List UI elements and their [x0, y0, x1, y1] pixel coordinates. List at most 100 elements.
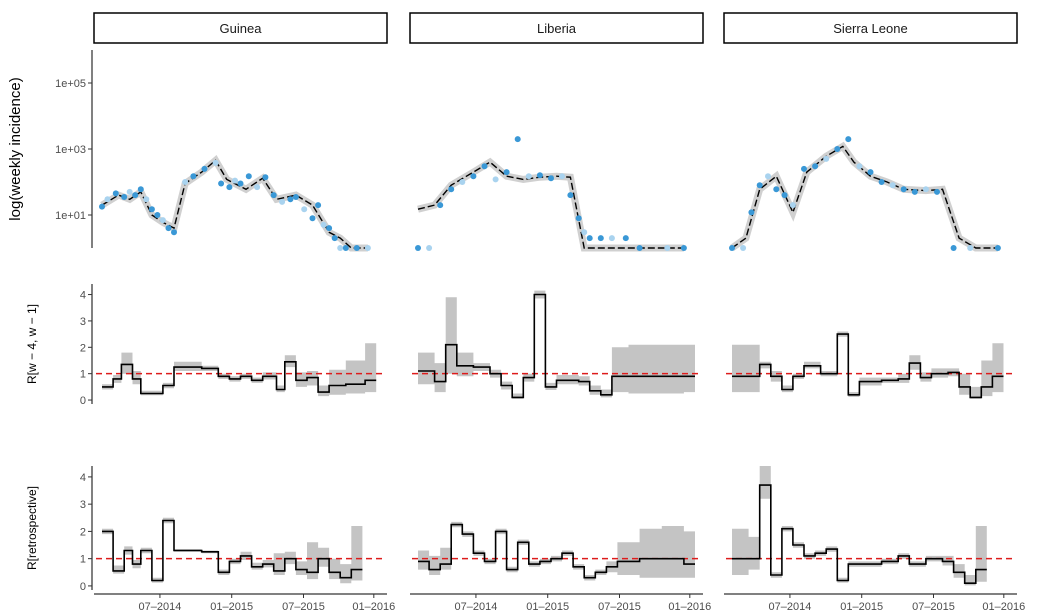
observed-point — [470, 173, 477, 180]
y-tick-label: 2 — [80, 526, 86, 538]
credible-ribbon — [418, 521, 695, 581]
observed-point — [337, 245, 344, 251]
observed-point — [309, 215, 316, 222]
observed-point — [994, 245, 1001, 251]
fit-ribbon — [417, 157, 684, 252]
observed-point — [548, 175, 554, 182]
observed-point — [320, 221, 327, 228]
x-tick-label: 07–2014 — [769, 601, 812, 612]
y-tick-label: 1e+03 — [55, 144, 86, 156]
observed-point — [99, 203, 105, 210]
observed-point — [171, 229, 177, 236]
observed-point — [226, 184, 233, 191]
observed-point — [121, 194, 128, 200]
observed-point — [154, 212, 161, 218]
y-tick-label: 0 — [80, 581, 86, 593]
observed-point — [867, 169, 874, 176]
observed-point — [781, 192, 788, 199]
observed-point — [911, 188, 918, 195]
fit-ribbon — [100, 155, 368, 252]
observed-point — [148, 206, 155, 213]
observed-point — [481, 163, 488, 170]
observed-point — [845, 136, 852, 143]
observed-point — [756, 182, 763, 189]
observed-point — [326, 225, 333, 232]
observed-point — [581, 229, 588, 236]
observed-point — [315, 202, 322, 209]
x-tick-label: 01–2015 — [526, 601, 569, 612]
credible-ribbon — [418, 290, 695, 399]
x-tick-label: 07–2014 — [455, 601, 498, 612]
observed-point — [301, 206, 308, 213]
observed-point — [789, 202, 796, 209]
observed-point — [364, 245, 371, 251]
observed-point — [218, 180, 225, 187]
observed-point — [126, 188, 133, 195]
observed-point — [967, 245, 974, 251]
x-tick-label: 01–2016 — [982, 601, 1025, 612]
observed-point — [492, 176, 499, 183]
observed-point — [922, 186, 929, 193]
observed-point — [254, 184, 261, 191]
step-line — [732, 484, 987, 584]
facet-strip — [409, 12, 704, 44]
observed-point — [950, 245, 957, 251]
y-tick-label: 1 — [80, 369, 86, 381]
observed-point — [143, 196, 150, 203]
observed-point — [823, 155, 830, 162]
y-tick-label: 2 — [80, 342, 86, 354]
y-axis-label: R[w − 4, w − 1] — [25, 304, 39, 384]
observed-point — [934, 188, 940, 195]
observed-point — [415, 245, 421, 251]
observed-point — [437, 202, 444, 209]
x-tick-label: 07–2015 — [598, 601, 641, 612]
step-line — [732, 333, 1004, 399]
x-tick-label: 07–2014 — [139, 601, 182, 612]
observed-point — [608, 235, 615, 242]
observed-point — [237, 180, 244, 187]
observed-point — [834, 146, 841, 152]
facet-strip — [723, 12, 1018, 44]
observed-point — [245, 173, 252, 180]
observed-point — [190, 173, 197, 180]
observed-point — [664, 245, 671, 251]
observed-point — [567, 192, 574, 199]
facet-strip — [93, 12, 388, 44]
x-tick-label: 01–2015 — [210, 601, 253, 612]
y-tick-label: 1 — [80, 554, 86, 566]
fit-line — [417, 161, 684, 249]
observed-point — [765, 173, 771, 180]
observed-point — [182, 179, 189, 185]
observed-point — [459, 179, 466, 185]
observed-point — [801, 165, 807, 172]
credible-ribbon — [102, 517, 363, 584]
step-line — [418, 293, 695, 399]
observed-point — [812, 163, 819, 170]
observed-point — [331, 235, 338, 242]
y-tick-label: 4 — [80, 472, 86, 484]
observed-point — [575, 215, 582, 222]
step-line — [418, 523, 695, 579]
observed-point — [104, 196, 111, 203]
observed-point — [292, 194, 299, 200]
observed-point — [342, 245, 349, 251]
credible-ribbon — [732, 331, 1004, 399]
step-line — [102, 519, 363, 582]
observed-point — [112, 190, 119, 197]
y-axis-label: R[retrospective] — [25, 486, 39, 570]
x-tick-label: 01–2015 — [840, 601, 883, 612]
credible-ribbon — [102, 343, 377, 397]
observed-point — [525, 173, 532, 180]
observed-point — [270, 192, 277, 199]
observed-point — [159, 217, 166, 224]
observed-point — [680, 245, 687, 251]
observed-point — [262, 174, 269, 181]
observed-point — [536, 172, 543, 179]
observed-point — [287, 196, 294, 203]
observed-point — [503, 169, 510, 176]
observed-point — [636, 245, 643, 251]
observed-point — [856, 163, 863, 170]
y-tick-label: 4 — [80, 290, 86, 302]
observed-point — [279, 198, 286, 205]
fit-line — [731, 145, 998, 249]
